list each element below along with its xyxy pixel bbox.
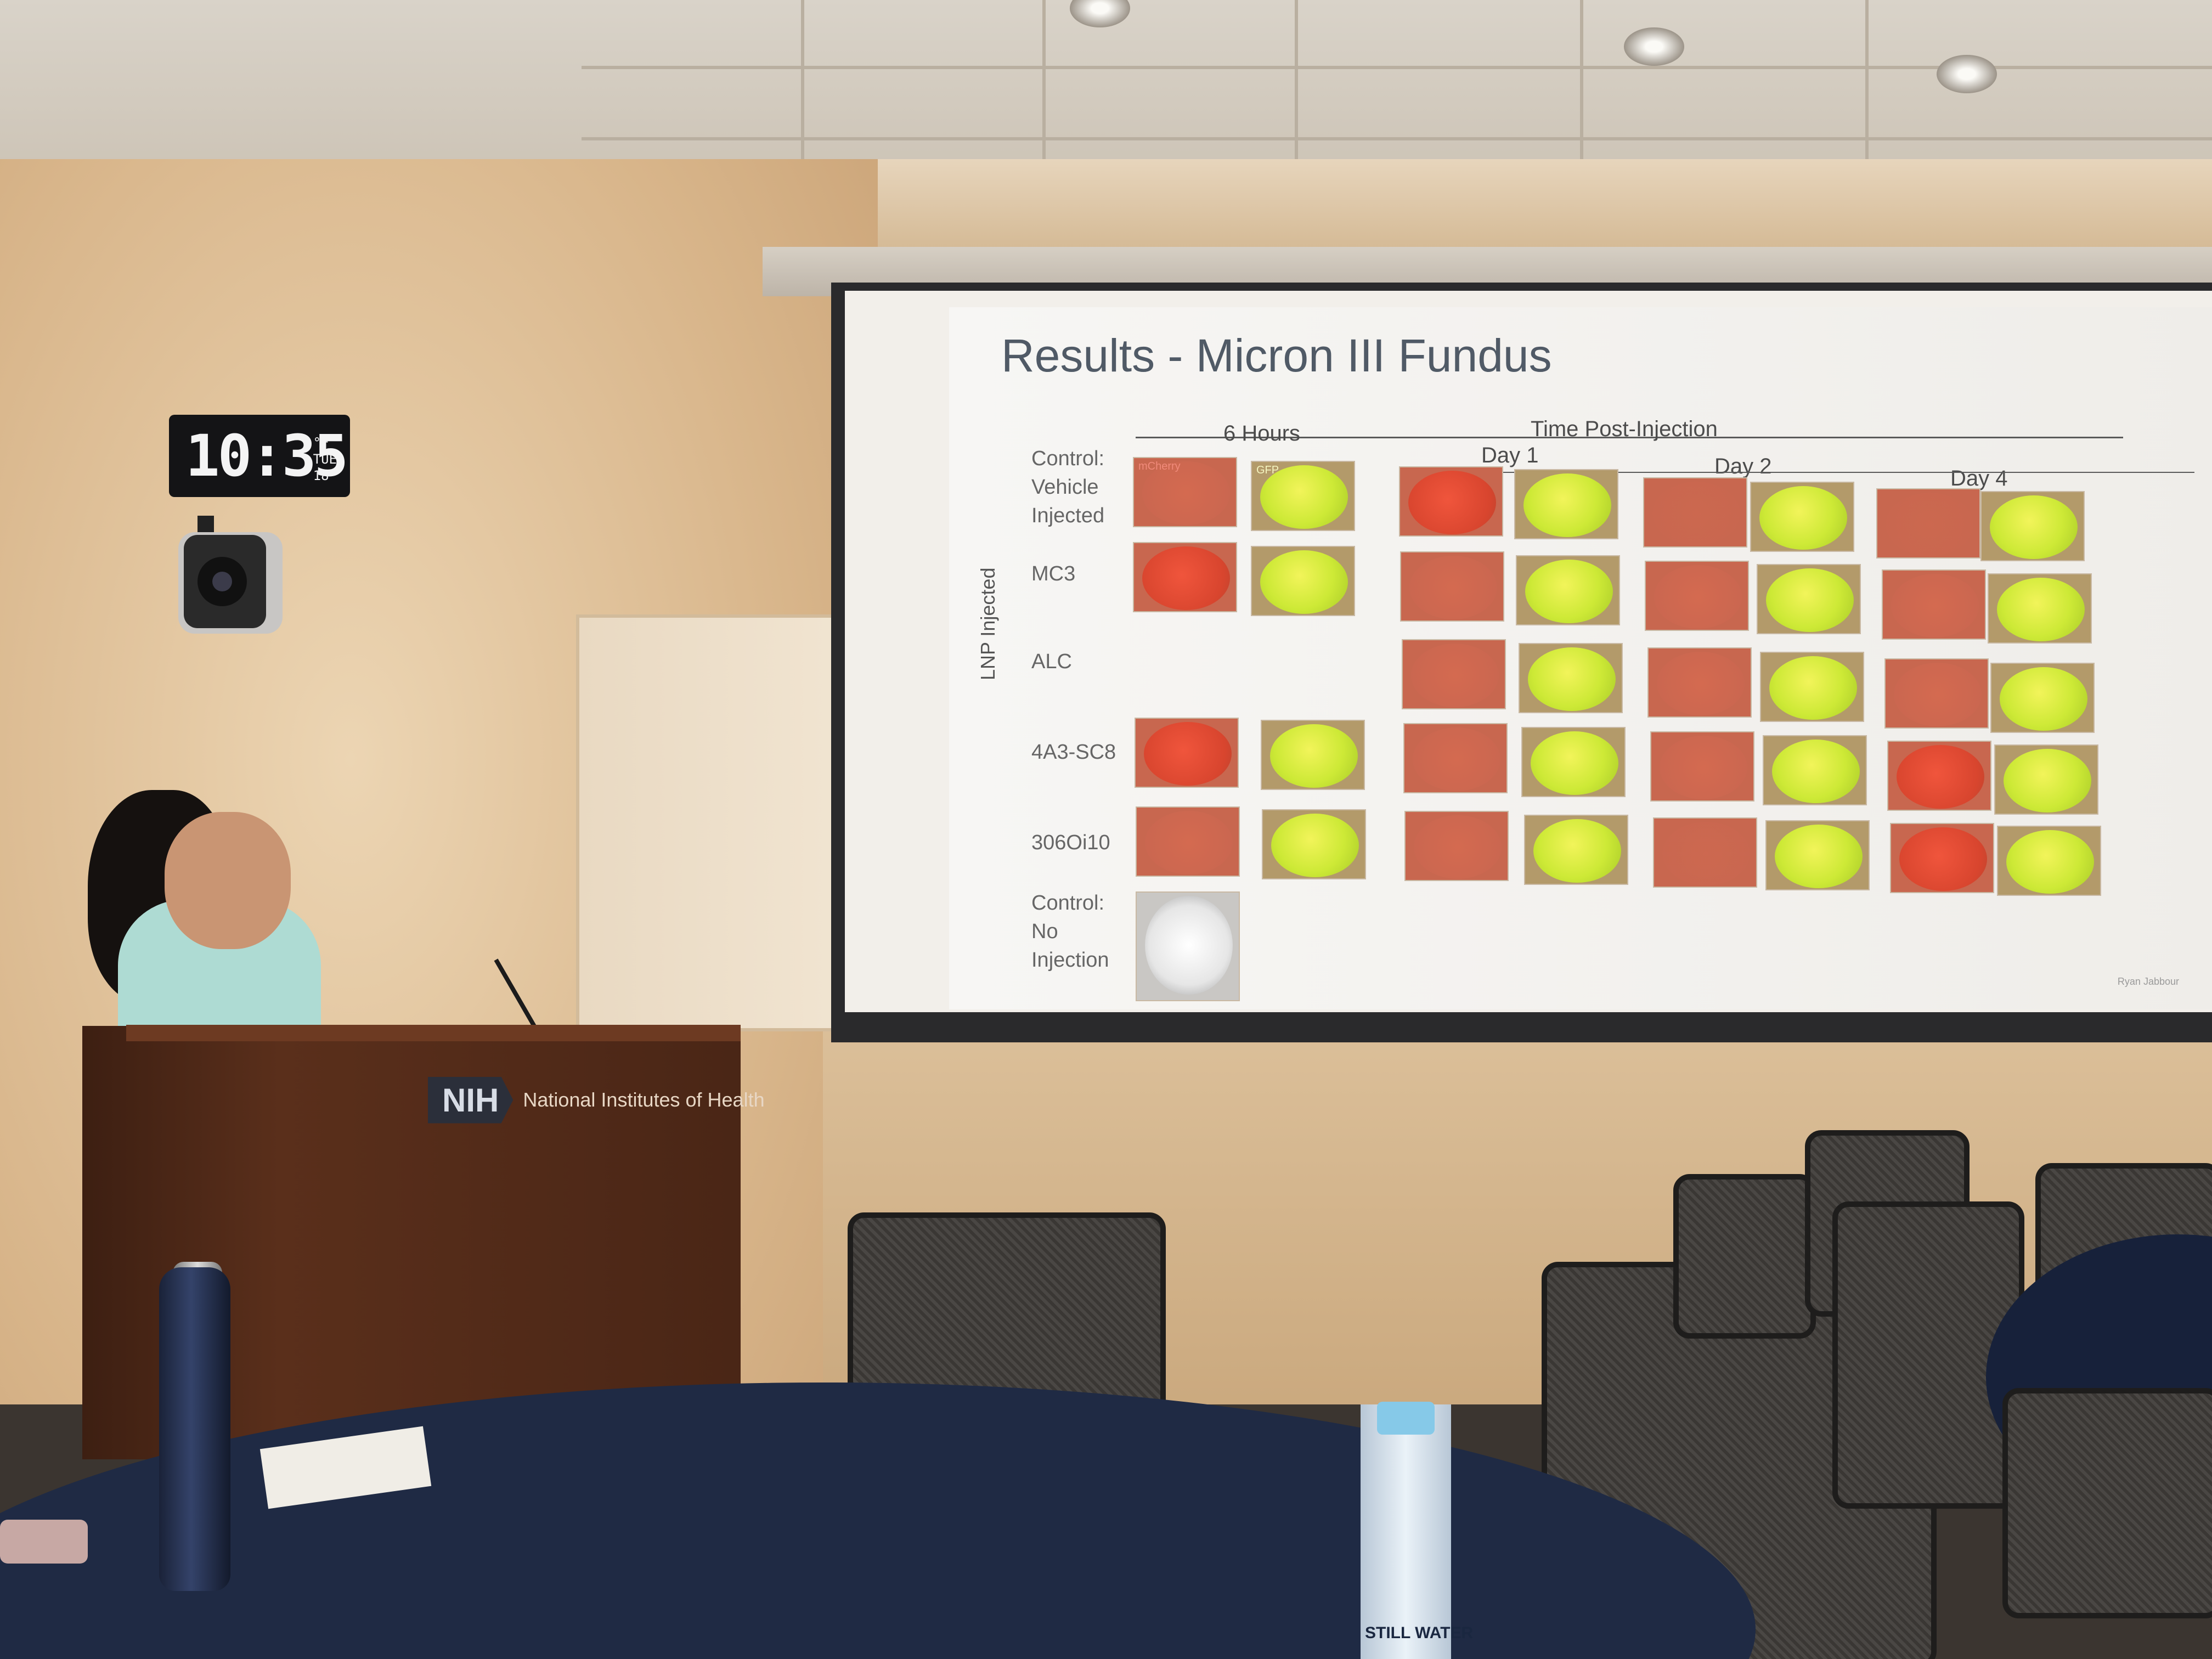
fundus-image-gfp <box>1251 546 1355 616</box>
fundus-image-mcherry <box>1650 731 1754 802</box>
fundus-image-gfp <box>1519 643 1623 713</box>
fundus-image-mcherry <box>1136 806 1240 877</box>
chair <box>2002 1388 2212 1618</box>
fundus-image-gfp <box>1760 652 1864 722</box>
header-6-hours: 6 Hours <box>1223 421 1301 445</box>
ceiling-light <box>1624 27 1684 66</box>
plastic-water-bottle <box>1361 1404 1451 1659</box>
phone <box>0 1520 88 1564</box>
axis-header: Time Post-Injection <box>1531 417 1718 441</box>
nih-logo: NIH National Institutes of Health <box>428 1070 765 1130</box>
fundus-image-gfp <box>1261 720 1365 790</box>
row-label-alc: ALC <box>1031 650 1072 673</box>
fundus-image-gfp <box>1262 809 1366 879</box>
wall-clock: 10:35 °F TUE 18 <box>169 415 350 497</box>
channel-label-mcherry: mCherry <box>1138 460 1181 472</box>
nih-logo-text: National Institutes of Health <box>523 1088 765 1111</box>
fundus-image-gfp <box>1988 573 2092 644</box>
fundus-image-mcherry <box>1882 569 1986 640</box>
fundus-image-mcherry <box>1887 741 1991 811</box>
ceiling-grid-line <box>1865 0 1869 230</box>
fundus-image-gfp <box>1750 482 1854 552</box>
channel-label-gfp: GFP <box>1256 464 1279 476</box>
ceiling-grid-line <box>801 0 804 230</box>
presenter-face <box>165 812 291 949</box>
fundus-image-no-injection <box>1136 891 1240 1001</box>
clock-unit: °F <box>313 435 329 450</box>
fundus-image-gfp: GFP <box>1251 461 1355 531</box>
ptz-camera-icon <box>178 516 283 634</box>
ceiling-grid-line <box>1042 0 1046 230</box>
ceiling-grid-line <box>582 66 2212 69</box>
water-bottle-cap <box>1377 1402 1435 1435</box>
header-day-2: Day 2 <box>1714 454 1772 478</box>
nih-logo-mark: NIH <box>428 1076 514 1124</box>
ceiling-grid-line <box>1295 0 1298 230</box>
fundus-image-mcherry <box>1645 561 1749 631</box>
fundus-image-mcherry <box>1653 817 1757 888</box>
fundus-image-gfp <box>1757 564 1861 634</box>
fundus-image-gfp <box>1514 469 1618 539</box>
ceiling-grid-line <box>582 137 2212 140</box>
fundus-image-mcherry <box>1402 639 1506 709</box>
fundus-image-mcherry <box>1399 466 1503 537</box>
fundus-image-gfp <box>1763 735 1867 805</box>
fundus-image-gfp <box>1516 555 1620 625</box>
fundus-image-mcherry <box>1403 723 1508 793</box>
header-day-1: Day 1 <box>1481 443 1539 467</box>
clock-date: 18 <box>313 468 329 483</box>
clock-time: 10:35 <box>185 422 348 489</box>
fundus-image-mcherry <box>1133 542 1237 612</box>
fundus-image-gfp <box>1994 744 2098 815</box>
fundus-image-gfp <box>1765 820 1870 890</box>
water-bottle <box>159 1267 230 1591</box>
fundus-image-mcherry <box>1643 477 1747 548</box>
water-bottle-label: STILL WATER <box>1365 1624 1474 1642</box>
presentation-slide: Results - Micron III Fundus Time Post-In… <box>949 307 2212 1009</box>
header-divider <box>1136 437 2123 438</box>
slide-footnote: Ryan Jabbour <box>2117 976 2179 987</box>
fundus-image-gfp <box>1990 663 2095 733</box>
fundus-image-mcherry <box>1135 718 1239 788</box>
fundus-image-gfp <box>1521 727 1626 797</box>
row-label-mc3: MC3 <box>1031 562 1076 585</box>
group-label-lnp-injected: LNP Injected <box>977 567 999 680</box>
clock-day: TUE <box>313 452 337 467</box>
header-divider <box>1481 472 2194 473</box>
ceiling-grid-line <box>1580 0 1583 230</box>
clock-side-info: °F TUE 18 <box>313 435 337 484</box>
row-label-306oi10: 306Oi10 <box>1031 831 1110 854</box>
fundus-image-mcherry <box>1884 658 1989 729</box>
fundus-image-gfp <box>1980 491 2085 561</box>
fundus-image-mcherry <box>1404 811 1509 881</box>
fundus-image-gfp <box>1997 826 2101 896</box>
row-label-vehicle-control: Control: Vehicle Injected <box>1031 447 1105 527</box>
fundus-image-mcherry <box>1400 551 1504 622</box>
fundus-image-mcherry <box>1647 647 1752 718</box>
row-label-no-injection: Control: No Injection <box>1031 891 1109 972</box>
ceiling-light <box>1070 0 1130 27</box>
fundus-image-gfp <box>1524 815 1628 885</box>
ceiling-light <box>1937 55 1997 93</box>
podium-top <box>126 1025 741 1041</box>
row-label-4a3-sc8: 4A3-SC8 <box>1031 741 1116 764</box>
fundus-image-mcherry <box>1876 488 1980 558</box>
chair <box>1673 1174 1816 1339</box>
fundus-image-mcherry: mCherry <box>1133 457 1237 527</box>
slide-title: Results - Micron III Fundus <box>1001 330 1552 381</box>
fundus-image-mcherry <box>1890 823 1994 893</box>
header-day-4: Day 4 <box>1950 466 2008 490</box>
